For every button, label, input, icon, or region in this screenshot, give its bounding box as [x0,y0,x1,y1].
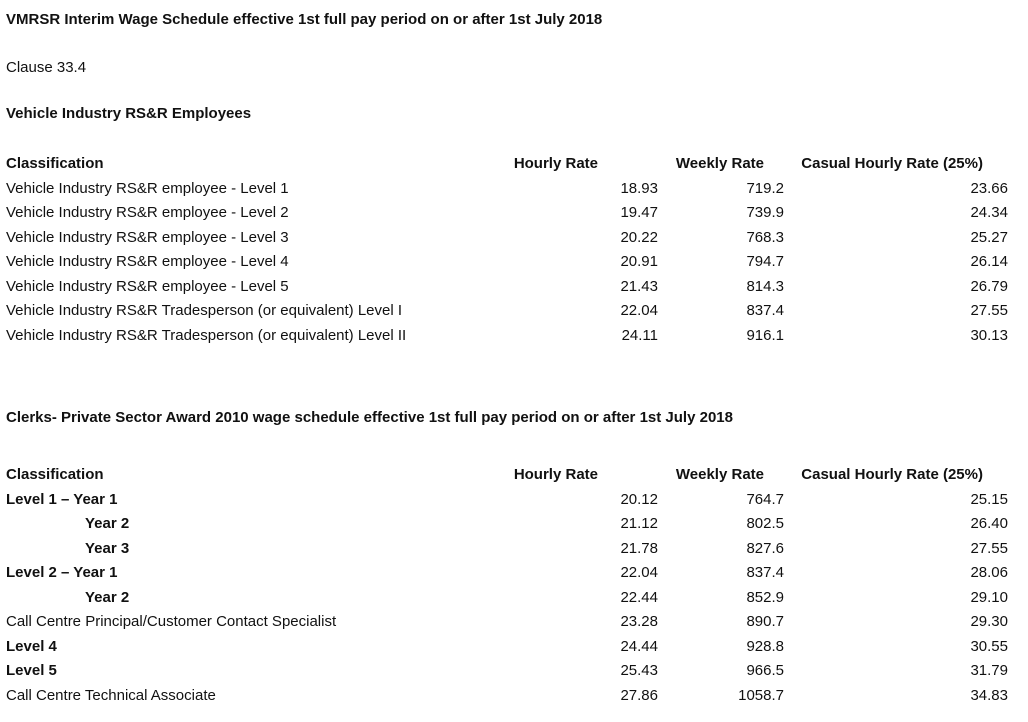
hourly-rate-cell: 27.86 [620,686,658,704]
casual-rate-cell: 30.13 [970,326,1008,344]
casual-rate-cell: 26.14 [970,253,1008,270]
hourly-rate-cell: 19.47 [620,204,658,221]
table-row: Vehicle Industry RS&R employee - Level 1… [6,177,1019,202]
casual-rate-cell: 27.55 [970,539,1008,557]
casual-rate-cell: 25.15 [970,490,1008,508]
column-header-weekly-rate: Weekly Rate [675,155,764,172]
classification-cell: Vehicle Industry RS&R employee - Level 5 [6,277,289,295]
classification-cell: Level 1 – Year 1 [6,490,118,508]
table-row: Vehicle Industry RS&R Tradesperson (or e… [6,324,1019,349]
hourly-rate-cell: 21.12 [620,515,658,532]
classification-cell: Call Centre Principal/Customer Contact S… [6,613,337,630]
weekly-rate-cell: 814.3 [746,277,784,295]
casual-rate-cell: 28.06 [970,564,1008,581]
weekly-rate-cell: 1058.7 [738,686,784,704]
classification-cell: Call Centre Technical Associate [6,686,216,704]
table-row: Level 4 24.44 928.8 30.55 [6,635,1019,660]
table-row: Level 1 – Year 1 20.12 764.7 25.15 [6,488,1019,513]
column-header-casual-rate: Casual Hourly Rate (25%) [801,466,983,483]
casual-rate-cell: 30.55 [970,637,1008,655]
classification-cell: Vehicle Industry RS&R Tradesperson (or e… [6,302,403,319]
table-row: Level 2 – Year 1 22.04 837.4 28.06 [6,561,1019,586]
weekly-rate-cell: 916.1 [746,326,784,344]
casual-rate-cell: 27.55 [970,302,1008,319]
casual-rate-cell: 24.34 [970,204,1008,221]
weekly-rate-cell: 739.9 [746,204,784,221]
clerks-wage-table: Classification Hourly Rate Weekly Rate C… [6,463,1019,708]
weekly-rate-cell: 768.3 [746,228,784,246]
column-header-classification: Classification [6,155,104,172]
hourly-rate-cell: 20.91 [620,253,658,270]
table-row: Vehicle Industry RS&R employee - Level 3… [6,226,1019,251]
column-header-classification: Classification [6,466,104,483]
classification-cell: Vehicle Industry RS&R Tradesperson (or e… [6,326,407,344]
classification-cell: Vehicle Industry RS&R employee - Level 3 [6,228,289,246]
casual-rate-cell: 29.10 [970,588,1008,606]
casual-rate-cell: 23.66 [970,179,1008,197]
hourly-rate-cell: 21.78 [620,539,658,557]
hourly-rate-cell: 22.44 [620,588,658,606]
column-header-weekly-rate: Weekly Rate [675,466,764,483]
casual-rate-cell: 25.27 [970,228,1008,246]
hourly-rate-cell: 22.04 [620,564,658,581]
weekly-rate-cell: 837.4 [746,302,784,319]
table-row: Vehicle Industry RS&R employee - Level 5… [6,275,1019,300]
classification-cell: Year 2 [85,515,130,532]
classification-cell: Year 3 [85,539,130,557]
clerks-title: Clerks- Private Sector Award 2010 wage s… [6,409,733,426]
document-title: VMRSR Interim Wage Schedule effective 1s… [6,11,603,28]
weekly-rate-cell: 794.7 [746,253,784,270]
casual-rate-cell: 26.79 [970,277,1008,295]
table-row: Year 2 21.12 802.5 26.40 [6,512,1019,537]
hourly-rate-cell: 20.12 [620,490,658,508]
classification-cell: Level 5 [6,662,57,679]
table-row: Year 3 21.78 827.6 27.55 [6,537,1019,562]
column-header-hourly-rate: Hourly Rate [513,155,598,172]
weekly-rate-cell: 802.5 [746,515,784,532]
hourly-rate-cell: 25.43 [620,662,658,679]
section-heading: Vehicle Industry RS&R Employees [6,105,252,122]
classification-cell: Level 2 – Year 1 [6,564,118,581]
weekly-rate-cell: 966.5 [746,662,784,679]
casual-rate-cell: 31.79 [970,662,1008,679]
casual-rate-cell: 26.40 [970,515,1008,532]
table-row: Level 5 25.43 966.5 31.79 [6,659,1019,684]
clause-reference: Clause 33.4 [6,59,87,76]
column-header-hourly-rate: Hourly Rate [513,466,598,483]
table-row: Call Centre Technical Associate 27.86 1058… [6,684,1019,709]
classification-cell: Vehicle Industry RS&R employee - Level 4 [6,253,289,270]
classification-cell: Year 2 [85,588,130,606]
classification-cell: Vehicle Industry RS&R employee - Level 2 [6,204,289,221]
weekly-rate-cell: 837.4 [746,564,784,581]
hourly-rate-cell: 22.04 [620,302,658,319]
weekly-rate-cell: 852.9 [746,588,784,606]
weekly-rate-cell: 890.7 [746,613,784,630]
table-row: Year 2 22.44 852.9 29.10 [6,586,1019,611]
hourly-rate-cell: 20.22 [620,228,658,246]
classification-cell: Level 4 [6,637,57,655]
hourly-rate-cell: 23.28 [620,613,658,630]
table-header-row: Classification Hourly Rate Weekly Rate C… [6,152,1019,177]
column-header-casual-rate: Casual Hourly Rate (25%) [801,155,983,172]
hourly-rate-cell: 21.43 [620,277,658,295]
weekly-rate-cell: 827.6 [746,539,784,557]
table-header-row: Classification Hourly Rate Weekly Rate C… [6,463,1019,488]
classification-cell: Vehicle Industry RS&R employee - Level 1 [6,179,289,197]
hourly-rate-cell: 18.93 [620,179,658,197]
hourly-rate-cell: 24.44 [620,637,658,655]
weekly-rate-cell: 719.2 [746,179,784,197]
table-row: Vehicle Industry RS&R employee - Level 2… [6,201,1019,226]
hourly-rate-cell: 24.11 [621,326,658,344]
table-row: Vehicle Industry RS&R employee - Level 4… [6,250,1019,275]
casual-rate-cell: 29.30 [970,613,1008,630]
weekly-rate-cell: 928.8 [746,637,784,655]
table-row: Call Centre Principal/Customer Contact S… [6,610,1019,635]
weekly-rate-cell: 764.7 [746,490,784,508]
vehicle-wage-table: Classification Hourly Rate Weekly Rate C… [6,152,1019,348]
table-row: Vehicle Industry RS&R Tradesperson (or e… [6,299,1019,324]
casual-rate-cell: 34.83 [970,686,1008,704]
